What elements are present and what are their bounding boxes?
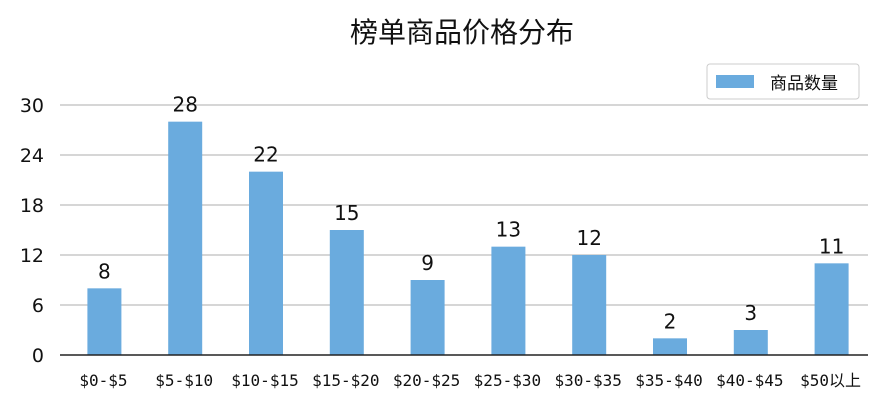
x-tick-label: $15-$20 — [312, 371, 379, 390]
y-tick-label: 12 — [20, 245, 44, 267]
data-label: 12 — [576, 226, 601, 250]
x-tick-label: $30-$35 — [554, 371, 621, 390]
legend-box — [706, 63, 860, 100]
bar — [653, 338, 687, 355]
x-tick-label: $0-$5 — [79, 371, 127, 390]
chart-title: 榜单商品价格分布 — [350, 16, 574, 49]
x-tick-label: $5-$10 — [155, 371, 213, 390]
x-tick-label: $10-$15 — [231, 371, 298, 390]
data-label: 15 — [334, 201, 359, 225]
y-tick-label: 24 — [20, 145, 44, 167]
bar — [572, 255, 607, 355]
data-label: 8 — [98, 259, 111, 283]
bar — [814, 263, 849, 355]
data-label: 2 — [664, 309, 677, 333]
bar — [410, 280, 445, 355]
x-axis-ticks: $0-$5 $5-$10 $10-$15 $15-$20 $20-$25 $25-$30 $… — [79, 371, 861, 390]
y-tick-label: 6 — [32, 295, 44, 317]
bar — [329, 230, 364, 355]
bar — [87, 288, 122, 355]
data-labels: 8 28 22 15 9 13 12 2 3 11 — [98, 93, 844, 334]
x-tick-label: $40-$45 — [716, 371, 783, 390]
y-tick-label: 0 — [32, 345, 44, 367]
data-label: 13 — [496, 218, 521, 242]
y-axis-ticks: 0 6 12 18 24 30 — [20, 95, 44, 367]
data-label: 11 — [819, 234, 844, 258]
legend-swatch — [716, 75, 754, 88]
x-tick-label: $50以上 — [800, 371, 861, 390]
legend: 商品数量 — [706, 63, 860, 100]
bar — [249, 171, 283, 355]
x-tick-label: $25-$30 — [474, 371, 541, 390]
bar — [733, 330, 768, 355]
x-tick-label: $20-$25 — [393, 371, 460, 390]
data-label: 3 — [744, 301, 757, 325]
y-tick-label: 30 — [20, 95, 44, 117]
data-label: 28 — [172, 93, 197, 117]
bar — [168, 121, 203, 356]
x-tick-label: $35-$40 — [635, 371, 702, 390]
y-tick-label: 18 — [20, 195, 44, 217]
bar — [491, 246, 526, 355]
legend-label: 商品数量 — [770, 74, 838, 94]
data-label: 22 — [253, 143, 278, 167]
data-label: 9 — [421, 251, 434, 275]
bars — [87, 121, 849, 356]
